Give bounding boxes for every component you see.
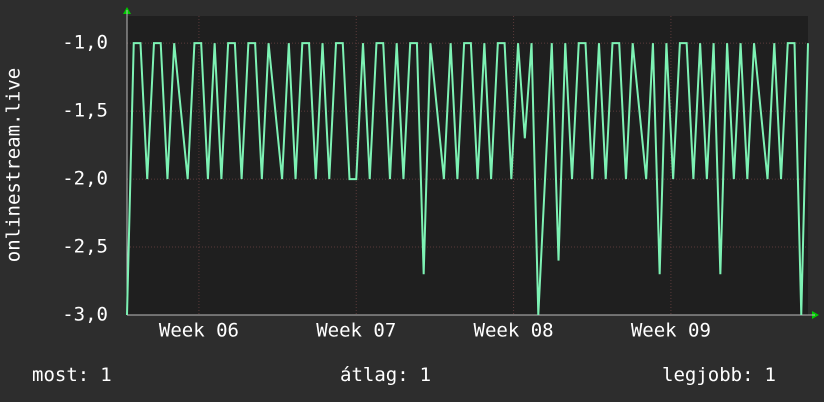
stat-label: most: (32, 364, 89, 386)
y-tick-label: -3,0 (62, 304, 108, 326)
stat-value: 1 (765, 364, 776, 386)
data-line (126, 42, 809, 316)
x-tick-label: Week 07 (316, 320, 396, 342)
stat: most: 1 (32, 364, 112, 386)
stat-label: legjobb: (662, 364, 754, 386)
stat: legjobb: 1 (662, 364, 776, 386)
y-tick-label: -2,0 (62, 168, 108, 190)
x-tick-label: Week 08 (474, 320, 554, 342)
stat: átlag: 1 (340, 364, 431, 386)
y-tick-label: -1,0 (62, 32, 108, 54)
x-tick-label: Week 06 (159, 320, 239, 342)
stat-value: 1 (420, 364, 431, 386)
stat-value: 1 (100, 364, 111, 386)
x-tick-label: Week 09 (631, 320, 711, 342)
y-tick-label: -2,5 (62, 236, 108, 258)
y-axis-label: onlinestream.live (3, 68, 25, 262)
y-tick-label: -1,5 (62, 100, 108, 122)
stat-label: átlag: (340, 364, 409, 386)
axis-arrow (812, 311, 819, 319)
